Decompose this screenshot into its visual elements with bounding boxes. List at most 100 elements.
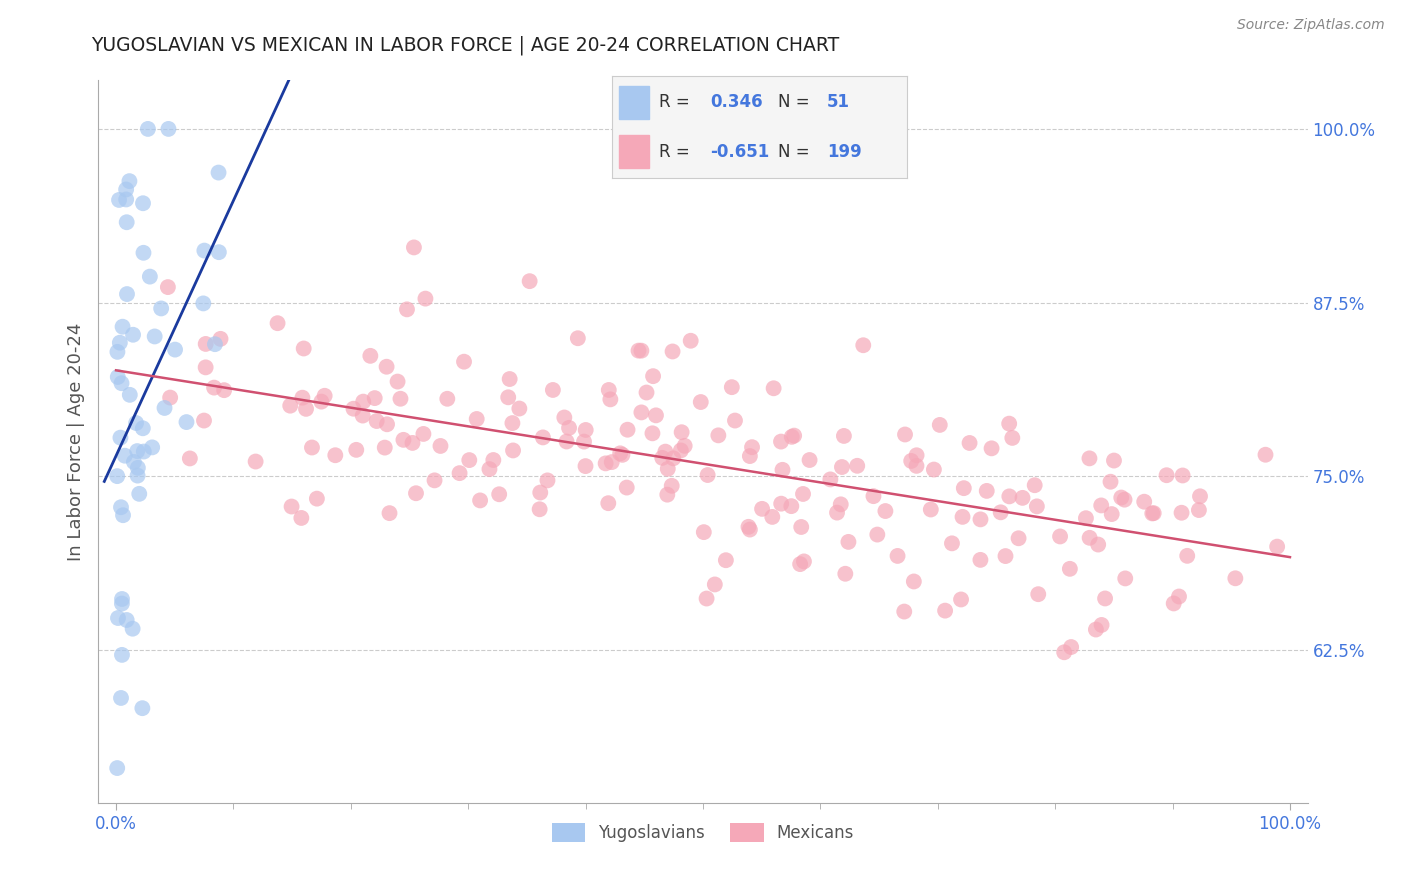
Point [127, 468, 149, 483]
Text: 51: 51 [827, 93, 851, 111]
Point [131, 701, 153, 715]
Point [671, 425, 693, 440]
Point [738, 523, 761, 537]
Point [108, 335, 131, 350]
Point [724, 413, 747, 427]
Point [115, 215, 138, 229]
Point [630, 405, 652, 419]
Point [1188, 503, 1211, 517]
Point [741, 440, 763, 454]
Point [905, 448, 928, 462]
Point [401, 436, 423, 450]
Point [110, 690, 132, 705]
Point [128, 487, 150, 501]
Point [761, 509, 783, 524]
Point [496, 390, 519, 404]
Point [998, 489, 1021, 503]
Point [449, 466, 471, 480]
Point [143, 329, 166, 343]
Point [772, 463, 794, 477]
Point [132, 245, 155, 260]
Text: R =: R = [659, 93, 695, 111]
Point [478, 462, 501, 476]
Point [157, 122, 180, 136]
Point [1060, 640, 1083, 654]
Point [599, 392, 621, 407]
Point [1143, 506, 1166, 520]
Point [1078, 531, 1101, 545]
Point [612, 448, 634, 462]
Point [125, 416, 148, 430]
Point [976, 483, 998, 498]
Point [176, 415, 198, 429]
Point [1175, 549, 1198, 563]
Text: 199: 199 [827, 144, 862, 161]
Point [105, 761, 128, 775]
Point [641, 369, 664, 384]
Point [994, 549, 1017, 563]
Point [402, 240, 425, 254]
Point [1133, 494, 1156, 508]
Point [928, 417, 950, 432]
Point [127, 460, 149, 475]
Point [555, 434, 578, 449]
Point [531, 430, 554, 444]
Point [1156, 468, 1178, 483]
Point [107, 611, 129, 625]
Point [141, 441, 163, 455]
Point [959, 436, 981, 450]
Point [115, 613, 138, 627]
Point [292, 342, 315, 356]
Point [105, 469, 128, 483]
Point [950, 592, 973, 607]
Point [278, 399, 301, 413]
Point [193, 413, 215, 427]
Point [202, 381, 225, 395]
Point [837, 535, 859, 549]
Point [342, 401, 364, 416]
Point [114, 449, 136, 463]
Point [301, 441, 323, 455]
Point [616, 481, 638, 495]
Point [1170, 506, 1192, 520]
Point [1188, 489, 1211, 503]
Point [291, 391, 314, 405]
Point [696, 591, 718, 606]
Point [893, 605, 915, 619]
Point [903, 574, 925, 589]
Point [762, 381, 785, 395]
Point [352, 409, 374, 423]
Bar [619, 87, 648, 119]
Point [352, 394, 374, 409]
Point [905, 458, 928, 473]
Point [529, 502, 551, 516]
Point [1163, 597, 1185, 611]
Point [1109, 491, 1132, 505]
Point [558, 421, 581, 435]
Point [378, 506, 401, 520]
Point [415, 292, 437, 306]
Point [359, 349, 381, 363]
Point [661, 479, 683, 493]
Point [107, 370, 129, 384]
Point [737, 520, 759, 534]
Point [1087, 537, 1109, 551]
Point [498, 372, 520, 386]
Point [1084, 623, 1107, 637]
Point [136, 122, 159, 136]
Point [305, 491, 328, 506]
Point [1090, 499, 1112, 513]
Point [831, 460, 853, 475]
Point [436, 392, 458, 406]
Point [110, 500, 132, 515]
Point [208, 245, 231, 260]
Point [1059, 562, 1081, 576]
Point [645, 409, 668, 423]
Point [693, 525, 716, 540]
Point [194, 360, 217, 375]
Point [150, 301, 173, 316]
Point [598, 383, 620, 397]
Point [118, 388, 141, 402]
Point [941, 536, 963, 550]
Point [595, 456, 617, 470]
